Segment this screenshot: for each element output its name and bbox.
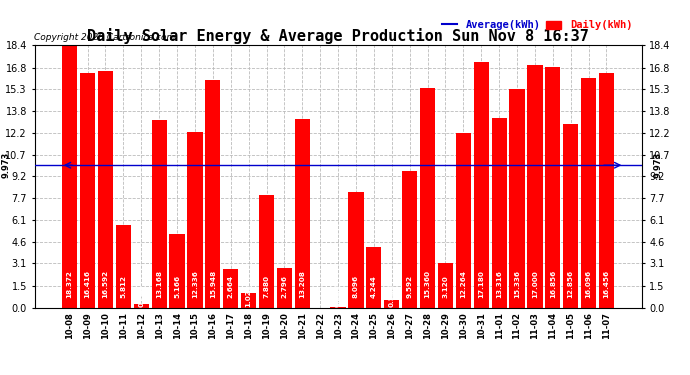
Text: 16.416: 16.416: [85, 270, 90, 297]
Bar: [205, 80, 220, 308]
Text: 5.812: 5.812: [120, 274, 126, 297]
Bar: [545, 67, 560, 308]
Bar: [331, 307, 346, 308]
Bar: [438, 263, 453, 308]
Text: 15.948: 15.948: [210, 269, 216, 297]
Text: 5.166: 5.166: [174, 274, 180, 297]
Bar: [456, 132, 471, 308]
Text: Copyright 2020 Cartronics.com: Copyright 2020 Cartronics.com: [34, 33, 176, 42]
Title: Daily Solar Energy & Average Production Sun Nov 8 16:37: Daily Solar Energy & Average Production …: [87, 28, 589, 44]
Bar: [527, 65, 542, 308]
Text: 12.856: 12.856: [568, 269, 573, 297]
Bar: [563, 124, 578, 308]
Text: 15.336: 15.336: [514, 270, 520, 297]
Text: 4.244: 4.244: [371, 275, 377, 297]
Bar: [98, 71, 113, 308]
Bar: [170, 234, 185, 308]
Bar: [402, 171, 417, 308]
Text: 0.056: 0.056: [335, 284, 341, 307]
Bar: [473, 62, 489, 308]
Text: 16.096: 16.096: [586, 269, 591, 297]
Bar: [420, 88, 435, 308]
Bar: [509, 89, 524, 308]
Text: 7.880: 7.880: [264, 274, 270, 297]
Text: 9.973: 9.973: [1, 152, 10, 178]
Bar: [259, 195, 274, 308]
Bar: [80, 73, 95, 308]
Text: 8.096: 8.096: [353, 274, 359, 297]
Bar: [188, 132, 203, 308]
Text: 12.336: 12.336: [192, 270, 198, 297]
Text: 2.796: 2.796: [282, 274, 288, 297]
Text: 13.168: 13.168: [156, 270, 162, 297]
Legend: Average(kWh), Daily(kWh): Average(kWh), Daily(kWh): [437, 16, 636, 34]
Text: 16.456: 16.456: [604, 269, 609, 297]
Bar: [116, 225, 131, 308]
Bar: [581, 78, 596, 308]
Bar: [491, 117, 506, 308]
Bar: [241, 293, 256, 308]
Bar: [295, 119, 310, 308]
Text: 13.316: 13.316: [496, 270, 502, 297]
Text: 15.360: 15.360: [424, 270, 431, 297]
Bar: [134, 304, 149, 307]
Text: 16.592: 16.592: [103, 269, 108, 297]
Text: 18.372: 18.372: [67, 270, 72, 297]
Bar: [62, 45, 77, 308]
Text: 2.664: 2.664: [228, 274, 234, 297]
Bar: [277, 268, 292, 308]
Bar: [152, 120, 167, 308]
Text: 17.180: 17.180: [478, 270, 484, 297]
Text: 9.973: 9.973: [654, 152, 663, 178]
Text: 17.000: 17.000: [532, 270, 538, 297]
Text: 0.244: 0.244: [138, 284, 144, 307]
Text: 13.208: 13.208: [299, 270, 305, 297]
Text: 1.028: 1.028: [246, 284, 252, 307]
Text: 12.264: 12.264: [460, 270, 466, 297]
Text: 16.856: 16.856: [550, 269, 556, 297]
Text: 9.592: 9.592: [406, 274, 413, 297]
Bar: [366, 247, 382, 308]
Bar: [384, 300, 400, 307]
Bar: [348, 192, 364, 308]
Bar: [223, 270, 238, 308]
Bar: [599, 73, 614, 308]
Text: 3.120: 3.120: [442, 275, 448, 297]
Text: 0.500: 0.500: [388, 284, 395, 307]
